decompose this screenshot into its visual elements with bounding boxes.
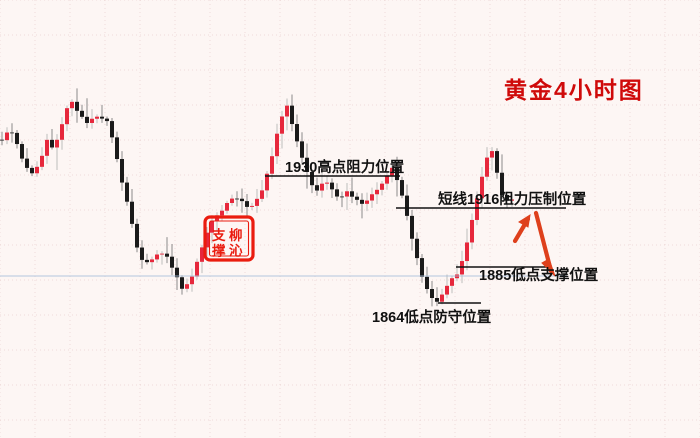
svg-text:支: 支 [211,227,226,243]
svg-text:沁: 沁 [229,243,243,259]
svg-text:柳: 柳 [229,227,243,243]
svg-text:撑: 撑 [212,243,226,259]
